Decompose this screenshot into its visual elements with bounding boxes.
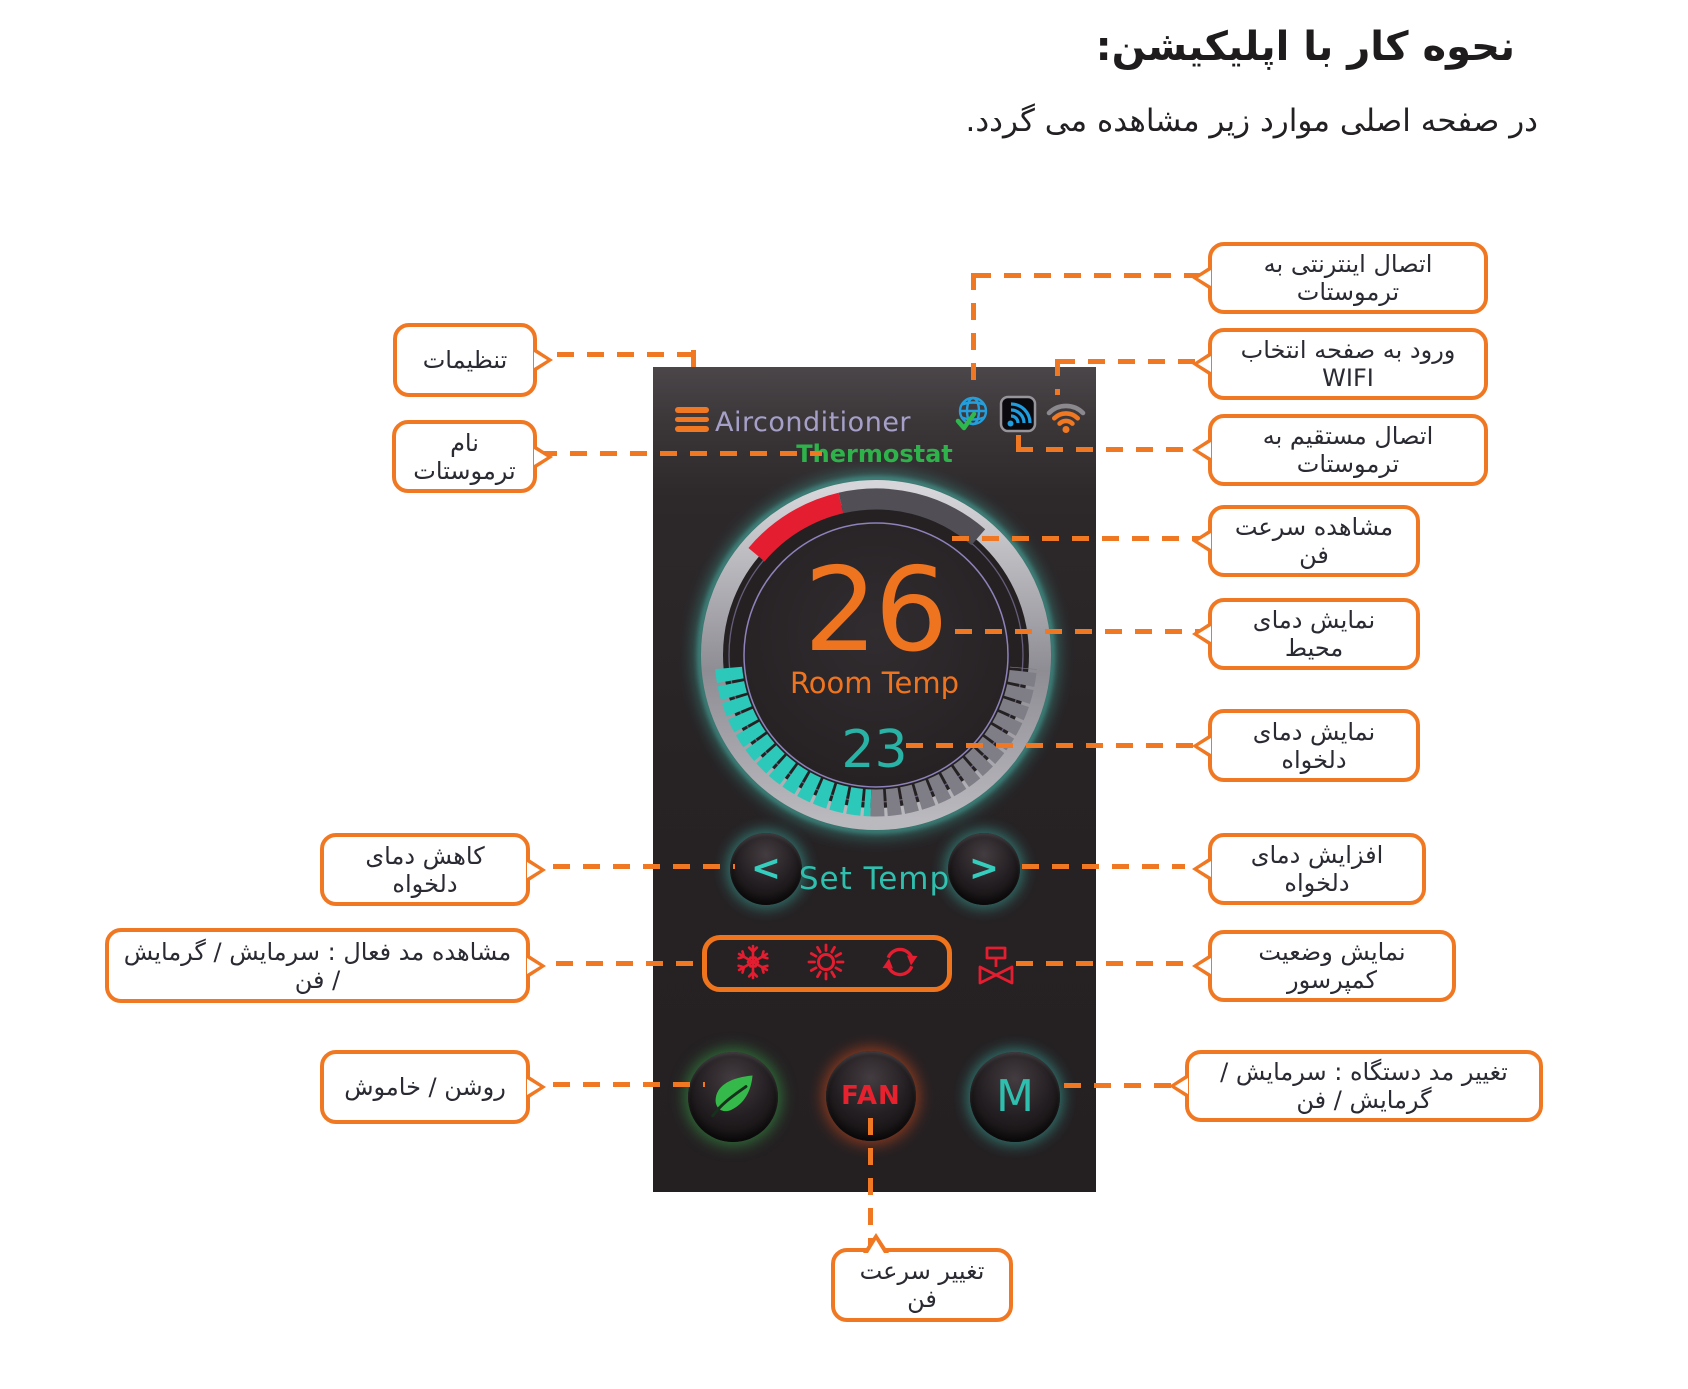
active-mode-display xyxy=(702,935,952,992)
globe-check-icon xyxy=(953,394,993,440)
callout-text: تنظیمات xyxy=(422,346,508,374)
callout-wifi-page: ورود به صفحه انتخاب WIFI xyxy=(1192,328,1488,400)
callout-tail xyxy=(1192,953,1212,979)
connector-line xyxy=(553,1082,705,1087)
connector-line xyxy=(971,273,976,392)
callout-tail xyxy=(1192,437,1212,463)
connector-line xyxy=(868,1118,873,1248)
thermostat-name: Thermostat xyxy=(796,440,953,468)
callout-tail xyxy=(526,952,546,979)
callout-tail xyxy=(526,1074,546,1100)
hamburger-icon xyxy=(675,407,709,432)
callout-active-mode-view: مشاهده مد فعال : سرمایش / گرمایش / فن xyxy=(105,928,546,1003)
chevron-right-icon: > xyxy=(968,848,1000,889)
callout-text: نمایش دمای محیط xyxy=(1252,606,1376,662)
callout-desired-temp-display: نمایش دمای دلخواه xyxy=(1192,709,1420,782)
thermostat-app-screen: Airconditioner xyxy=(653,367,1096,1192)
fan-button-label: FAN xyxy=(841,1081,901,1111)
mode-button[interactable]: M xyxy=(970,1052,1060,1142)
callout-text: نام ترموستات xyxy=(413,428,516,485)
connector-line xyxy=(952,536,1208,541)
callout-tail xyxy=(863,1233,889,1253)
callout-text: اتصال مستقیم به ترموستات xyxy=(1262,422,1434,478)
fan-speed-arc-track xyxy=(838,488,986,546)
callout-text: تغییر سرعت فن xyxy=(859,1257,985,1313)
compressor-valve-icon xyxy=(975,944,1017,990)
callout-tail xyxy=(1192,265,1212,291)
chevron-left-icon: < xyxy=(750,848,782,889)
app-title: Airconditioner xyxy=(715,407,912,438)
callout-tail xyxy=(1192,621,1212,647)
connector-line xyxy=(1055,359,1060,395)
callout-internet-connection: اتصال اینترنتی به ترموستات xyxy=(1192,242,1488,314)
page-subtitle: در صفحه اصلی موارد زیر مشاهده می گردد. xyxy=(965,103,1538,139)
connector-line xyxy=(553,864,735,869)
callout-tail xyxy=(1192,528,1212,554)
callout-thermostat-name: نام ترموستات xyxy=(392,420,553,493)
callout-compressor-status: نمایش وضعیت کمپرسور xyxy=(1192,930,1456,1002)
room-temp-label: Room Temp xyxy=(789,666,960,700)
callout-direct-connection: اتصال مستقیم به ترموستات xyxy=(1192,414,1488,486)
room-temp-value: 26 xyxy=(803,543,949,678)
callout-text: مشاهده سرعت فن xyxy=(1234,513,1394,569)
wifi-icon[interactable] xyxy=(1043,396,1089,438)
callout-text: اتصال اینترنتی به ترموستات xyxy=(1263,250,1433,306)
callout-tail xyxy=(1192,856,1212,882)
set-temp-ticks-active xyxy=(715,666,872,817)
callout-tail xyxy=(533,347,553,373)
connector-line xyxy=(1064,1083,1185,1088)
callout-tail xyxy=(1169,1073,1189,1099)
page-title: نحوه کار با اپلیکیشن: xyxy=(1095,24,1515,70)
connector-line xyxy=(1058,359,1208,364)
connector-line xyxy=(691,350,696,370)
callout-room-temp-display: نمایش دمای محیط xyxy=(1192,598,1420,670)
callout-fan-speed-change: تغییر سرعت فن xyxy=(831,1233,1013,1322)
connector-line xyxy=(974,273,1208,278)
connector-line xyxy=(1016,961,1185,966)
snowflake-icon xyxy=(733,942,773,986)
set-temp-ticks-track xyxy=(870,666,1037,817)
connector-line xyxy=(540,451,822,456)
callout-tail xyxy=(526,856,546,883)
callout-text: کاهش دمای دلخواه xyxy=(365,841,485,898)
connector-line xyxy=(1016,435,1021,451)
callout-on-off: روشن / خاموش xyxy=(320,1050,546,1124)
signal-square-icon xyxy=(999,395,1037,437)
callout-device-mode-change: تغییر مد دستگاه : سرمایش / گرمایش / فن xyxy=(1169,1050,1543,1122)
callout-text: ورود به صفحه انتخاب WIFI xyxy=(1240,336,1456,392)
callout-text: روشن / خاموش xyxy=(344,1073,506,1101)
callout-tail xyxy=(1192,732,1212,759)
leaf-icon xyxy=(707,1069,759,1125)
callout-text: افزایش دمای دلخواه xyxy=(1250,841,1384,897)
set-temp-label: Set Temp xyxy=(798,861,951,897)
increase-temp-button[interactable]: > xyxy=(948,833,1020,905)
mode-button-label: M xyxy=(996,1071,1034,1122)
thermostat-dial xyxy=(693,472,1059,838)
connector-line xyxy=(556,961,700,966)
callout-text: مشاهده مد فعال : سرمایش / گرمایش / فن xyxy=(123,937,512,994)
set-temp-value: 23 xyxy=(841,720,908,780)
fan-speed-arc-active xyxy=(748,492,844,562)
connector-line xyxy=(557,352,695,357)
callout-settings: تنظیمات xyxy=(393,323,553,397)
callout-increase-temp: افزایش دمای دلخواه xyxy=(1192,833,1426,905)
decrease-temp-button[interactable]: < xyxy=(730,833,802,905)
power-button[interactable] xyxy=(688,1052,778,1142)
sun-icon xyxy=(805,941,847,987)
callout-text: تغییر مد دستگاه : سرمایش / گرمایش / فن xyxy=(1220,1058,1508,1114)
menu-button[interactable] xyxy=(675,407,709,436)
callout-text: نمایش وضعیت کمپرسور xyxy=(1258,938,1406,994)
connector-line xyxy=(955,629,1208,634)
callout-tail xyxy=(533,443,553,470)
connector-line xyxy=(1022,864,1185,869)
callout-decrease-temp: کاهش دمای دلخواه xyxy=(320,833,546,906)
connector-line xyxy=(906,743,1208,748)
cycle-arrows-icon xyxy=(879,943,921,985)
callout-tail xyxy=(1192,351,1212,377)
connector-line xyxy=(1016,447,1208,452)
callout-fan-speed-view: مشاهده سرعت فن xyxy=(1192,505,1420,577)
callout-text: نمایش دمای دلخواه xyxy=(1252,717,1376,774)
